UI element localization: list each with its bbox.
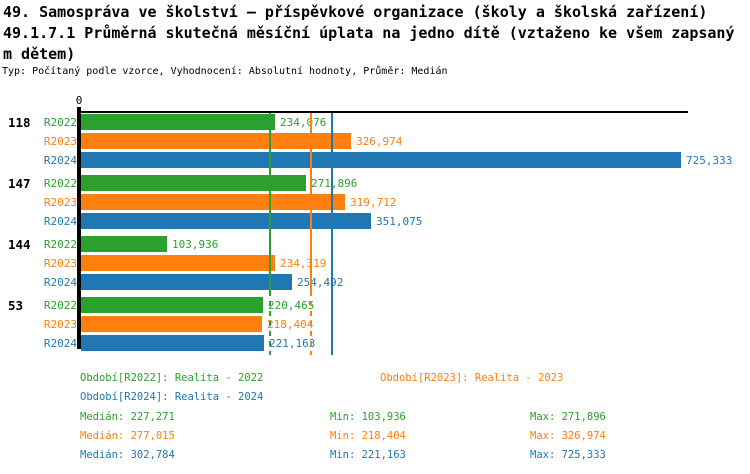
stat-min: Min: 218,404 (330, 430, 406, 442)
bar-value-label: 271,896 (311, 177, 358, 190)
page-subtitle: 49.1.7.1 Průměrná skutečná měsíční úplat… (3, 24, 735, 42)
stat-max: Max: 326,974 (530, 430, 606, 442)
stat-median: Medián: 302,784 (80, 449, 175, 461)
bar-row-label: R2022 (43, 238, 77, 251)
group-label: 53 (8, 298, 24, 313)
median-line (310, 113, 312, 291)
group-label: 147 (8, 176, 31, 191)
bar-value-label: 725,333 (686, 154, 733, 167)
bar-row-label: R2023 (43, 135, 77, 148)
bar (81, 255, 275, 271)
bar (81, 297, 263, 313)
indicator-meta: Typ: Počítaný podle vzorce, Vyhodnocení:… (2, 66, 448, 77)
bar-value-label: 326,974 (356, 135, 403, 148)
bar-row-label: R2023 (43, 196, 77, 209)
stat-max: Max: 271,896 (530, 411, 606, 423)
median-line (269, 113, 271, 291)
bar-row-label: R2022 (43, 116, 77, 129)
bar-row-label: R2023 (43, 318, 77, 331)
page-title: 49. Samospráva ve školství – příspěvkové… (3, 3, 708, 21)
bar-value-label: 234,319 (280, 257, 327, 270)
group-label: 144 (8, 237, 31, 252)
bar-value-label: 220,465 (268, 299, 315, 312)
legend-period: Období[R2022]: Realita - 2022 (80, 372, 264, 384)
stat-min: Min: 103,936 (330, 411, 406, 423)
bar (81, 335, 264, 351)
bar-value-label: 351,075 (376, 215, 423, 228)
bar-value-label: 221,163 (269, 337, 316, 350)
y-axis-line (77, 107, 81, 349)
bar (81, 133, 351, 149)
bar (81, 194, 345, 210)
bar-row-label: R2022 (43, 299, 77, 312)
axis-origin-label: 0 (75, 94, 83, 107)
x-axis-line (77, 111, 688, 113)
bar-value-label: 234,076 (280, 116, 327, 129)
legend-period: Období[R2024]: Realita - 2024 (80, 391, 264, 403)
group-label: 118 (8, 115, 31, 130)
bar (81, 274, 292, 290)
bar (81, 175, 306, 191)
bar (81, 114, 275, 130)
stat-median: Medián: 277,015 (80, 430, 175, 442)
legend-period: Období[R2023]: Realita - 2023 (380, 372, 564, 384)
bar (81, 316, 262, 332)
stat-max: Max: 725,333 (530, 449, 606, 461)
bar (81, 213, 371, 229)
bar (81, 236, 167, 252)
stat-median: Medián: 227,271 (80, 411, 175, 423)
bar-row-label: R2024 (43, 337, 77, 350)
bar-value-label: 319,712 (350, 196, 397, 209)
bar-value-label: 103,936 (172, 238, 219, 251)
bar-row-label: R2022 (43, 177, 77, 190)
bar-value-label: 218,404 (267, 318, 314, 331)
page-subtitle-wrap: m dětem) (3, 45, 76, 63)
median-line (331, 113, 333, 355)
bar-row-label: R2024 (43, 154, 77, 167)
median-line-dashed (269, 291, 271, 355)
bar-row-label: R2023 (43, 257, 77, 270)
bar (81, 152, 681, 168)
bar-row-label: R2024 (43, 276, 77, 289)
stat-min: Min: 221,163 (330, 449, 406, 461)
median-line-dashed (310, 291, 312, 355)
bar-row-label: R2024 (43, 215, 77, 228)
